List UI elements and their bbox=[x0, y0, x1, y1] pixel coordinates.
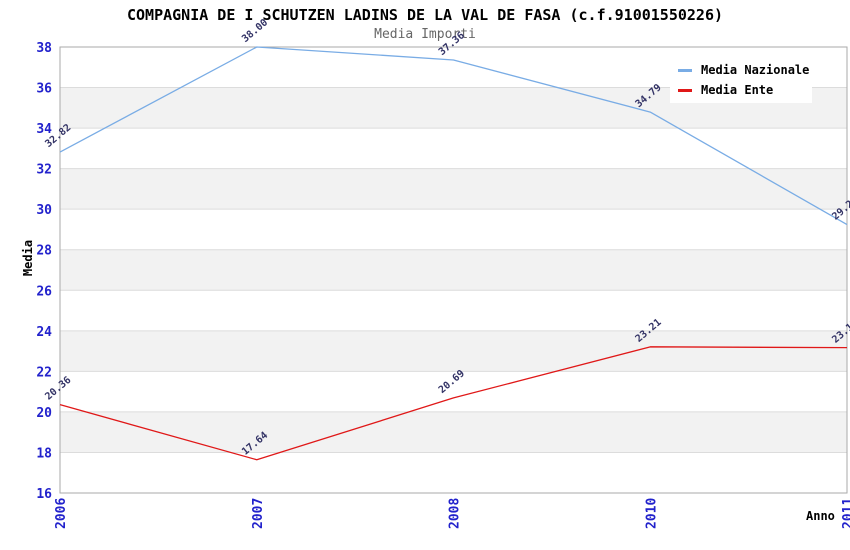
y-tick-label: 26 bbox=[36, 284, 52, 299]
x-tick-label: 2006 bbox=[54, 498, 69, 529]
y-tick-label: 20 bbox=[36, 406, 52, 421]
plot-band bbox=[60, 411, 847, 453]
legend-item-media-ente: Media Ente bbox=[670, 80, 812, 100]
point-label: 20.69 bbox=[437, 368, 467, 396]
y-axis-title: Media bbox=[21, 239, 35, 277]
plot-band bbox=[60, 330, 847, 372]
y-tick-label: 34 bbox=[36, 122, 52, 137]
chart-title: COMPAGNIA DE I SCHUTZEN LADINS DE LA VAL… bbox=[126, 6, 724, 24]
y-tick-label: 22 bbox=[36, 365, 52, 380]
chart-subtitle: Media Importi bbox=[374, 27, 476, 42]
legend-label: Media Nazionale bbox=[701, 63, 810, 77]
y-tick-label: 36 bbox=[36, 82, 52, 97]
x-tick-label: 2011 bbox=[841, 498, 850, 529]
plot-band bbox=[60, 249, 847, 291]
y-tick-label: 16 bbox=[36, 487, 52, 502]
legend-line-icon bbox=[678, 88, 692, 92]
y-tick-label: 18 bbox=[36, 446, 52, 461]
y-tick-label: 38 bbox=[36, 41, 52, 56]
series-line-media-ente bbox=[59, 346, 848, 461]
point-label: 38.00 bbox=[240, 17, 270, 45]
legend: Media Nazionale Media Ente bbox=[670, 57, 812, 103]
x-tick-label: 2010 bbox=[644, 498, 659, 529]
y-tick-label: 30 bbox=[36, 203, 52, 218]
legend-label: Media Ente bbox=[701, 83, 774, 97]
point-label: 37.36 bbox=[437, 30, 467, 58]
y-tick-label: 32 bbox=[36, 163, 52, 178]
y-tick-label: 24 bbox=[36, 325, 52, 340]
plot-border bbox=[59, 46, 848, 494]
x-tick-label: 2007 bbox=[251, 498, 266, 529]
x-axis-title: Anno bbox=[806, 509, 835, 523]
legend-item-media-nazionale: Media Nazionale bbox=[670, 60, 812, 80]
y-tick-label: 28 bbox=[36, 244, 52, 259]
series-line-media-nazionale bbox=[59, 46, 848, 226]
x-tick-label: 2008 bbox=[448, 498, 463, 529]
plot-band bbox=[60, 168, 847, 210]
legend-line-icon bbox=[678, 68, 692, 72]
